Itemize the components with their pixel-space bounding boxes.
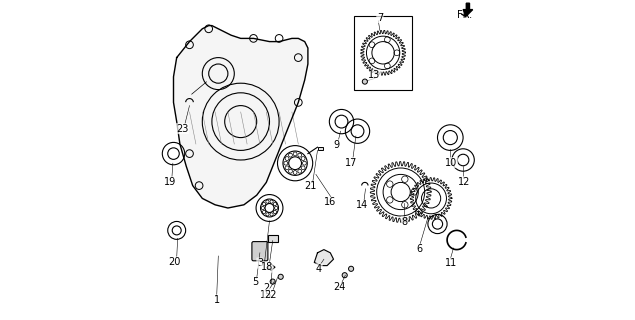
Text: FR.: FR. (457, 10, 472, 20)
Bar (354, 16, 412, 90)
Bar (268, 235, 277, 242)
Text: 17: 17 (345, 157, 358, 168)
Text: 24: 24 (333, 282, 345, 292)
Text: 8: 8 (401, 217, 408, 227)
Text: 5: 5 (252, 277, 258, 287)
Text: 10: 10 (445, 157, 457, 168)
Text: 6: 6 (416, 244, 422, 254)
Text: 11: 11 (445, 258, 457, 268)
Text: 2: 2 (263, 283, 269, 293)
Polygon shape (173, 26, 308, 208)
Polygon shape (267, 264, 275, 270)
Text: 14: 14 (356, 200, 368, 211)
Circle shape (349, 266, 354, 271)
Text: 18: 18 (261, 262, 273, 272)
Circle shape (363, 79, 368, 84)
Bar (318, 147, 323, 150)
Circle shape (278, 274, 283, 279)
Text: 20: 20 (168, 257, 180, 267)
Text: 7: 7 (377, 12, 383, 23)
Circle shape (342, 273, 347, 278)
Text: 13: 13 (368, 70, 380, 80)
Text: 1: 1 (213, 295, 220, 305)
Text: 12: 12 (458, 177, 471, 187)
FancyBboxPatch shape (252, 242, 268, 261)
Text: 23: 23 (177, 124, 189, 134)
Text: 21: 21 (304, 181, 317, 191)
Polygon shape (463, 3, 472, 16)
Text: 19: 19 (164, 177, 176, 187)
Text: 16: 16 (324, 197, 336, 207)
Text: 22: 22 (264, 290, 276, 300)
Text: 3: 3 (257, 258, 263, 268)
Polygon shape (314, 250, 333, 266)
Circle shape (270, 279, 275, 284)
Text: 15: 15 (260, 290, 272, 300)
Text: 4: 4 (316, 264, 322, 274)
Text: 9: 9 (333, 140, 339, 150)
